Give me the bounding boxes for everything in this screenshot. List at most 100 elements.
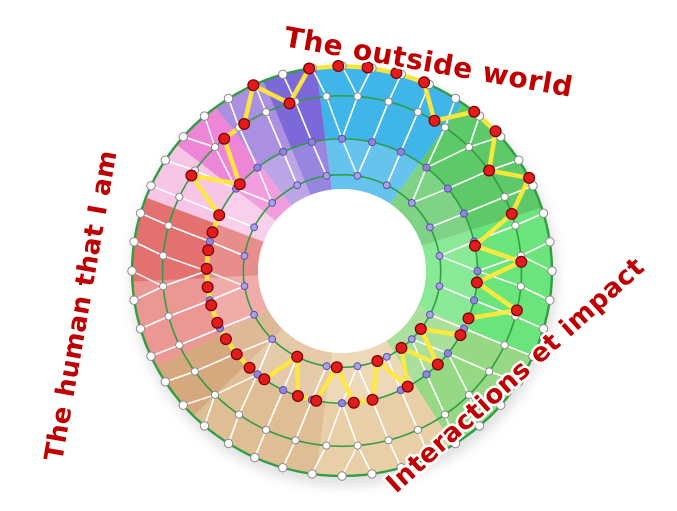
graph-node xyxy=(240,252,249,260)
graph-node xyxy=(496,400,506,410)
mesh-line xyxy=(444,414,457,444)
graph-node xyxy=(164,221,173,230)
mesh-line xyxy=(429,314,465,330)
graph-node xyxy=(190,367,199,376)
graph-node xyxy=(234,410,244,419)
highlight-node xyxy=(233,178,246,191)
graph-node xyxy=(514,377,524,387)
graph-node xyxy=(514,155,524,165)
mesh-line xyxy=(203,394,216,427)
graph-node xyxy=(413,108,422,117)
graph-node xyxy=(353,171,362,180)
mesh-line xyxy=(311,141,328,177)
mesh-line xyxy=(235,187,273,204)
graph-node xyxy=(450,93,461,104)
mesh-line xyxy=(194,352,237,373)
mesh-line xyxy=(356,365,373,401)
graph-node xyxy=(474,421,485,431)
mesh-line xyxy=(429,212,465,228)
highlight-node xyxy=(330,361,343,374)
mesh-line xyxy=(311,67,328,97)
graph-node xyxy=(135,208,146,218)
mesh-line xyxy=(282,439,297,469)
graph-node xyxy=(322,171,331,180)
highlight-node xyxy=(332,59,345,72)
highlight-node xyxy=(247,79,260,92)
graph-node xyxy=(367,469,377,479)
mesh-line xyxy=(439,240,475,257)
graph-node xyxy=(450,438,461,449)
mesh-line xyxy=(209,285,245,302)
graph-node xyxy=(159,251,168,260)
graph-node xyxy=(268,199,277,207)
donut-hole xyxy=(258,189,426,353)
graph-nodes xyxy=(127,61,557,481)
mesh-line xyxy=(504,344,534,357)
graph-node xyxy=(545,295,555,305)
mesh-line xyxy=(400,389,419,431)
graph-node xyxy=(223,438,234,449)
mesh-line xyxy=(325,96,343,140)
highlight-node xyxy=(395,341,408,354)
sector-tan-light xyxy=(316,340,454,476)
mesh-line xyxy=(387,439,402,469)
highlight-node xyxy=(206,226,219,239)
graph-node xyxy=(440,123,450,132)
graph-node xyxy=(470,296,479,305)
graph-node xyxy=(384,436,393,445)
highlight-node xyxy=(489,125,502,138)
mesh-line xyxy=(282,151,298,186)
mesh-line xyxy=(400,111,419,153)
graph-node xyxy=(262,108,271,117)
graph-node xyxy=(422,163,431,172)
graph-node xyxy=(205,237,214,246)
graph-node xyxy=(424,452,434,463)
mesh-line xyxy=(165,370,196,383)
graph-node xyxy=(210,143,220,152)
graph-node xyxy=(160,155,171,165)
highlight-node xyxy=(515,255,528,268)
graph-node xyxy=(426,310,434,319)
ring-outline xyxy=(242,173,442,369)
graph-node xyxy=(384,97,393,106)
graph-node xyxy=(250,310,259,319)
graph-node xyxy=(353,441,362,450)
mesh-line xyxy=(168,224,211,243)
graph-node xyxy=(500,192,509,201)
highlight-node xyxy=(258,373,271,386)
highlight-node xyxy=(401,380,414,393)
mesh-line xyxy=(282,356,298,391)
mesh-line xyxy=(265,389,284,431)
graph-node xyxy=(322,362,331,371)
mesh-line xyxy=(463,327,505,346)
highlight-node xyxy=(366,393,379,406)
sector-sky-blue xyxy=(316,66,463,204)
graph-node xyxy=(210,390,220,399)
graph-node xyxy=(538,208,549,218)
mesh-line xyxy=(411,187,449,204)
sector-salmon xyxy=(132,275,268,368)
mesh-line xyxy=(520,285,551,301)
mesh-line xyxy=(183,136,216,148)
mesh-line xyxy=(131,270,164,287)
mesh-line xyxy=(341,365,359,404)
highlight-node xyxy=(213,209,226,222)
graph-node xyxy=(240,282,249,291)
mesh-line xyxy=(209,240,245,257)
graph-node xyxy=(322,441,331,450)
graph-node xyxy=(250,223,259,232)
graph-node xyxy=(129,237,139,247)
highlight-node xyxy=(291,350,304,363)
graph-node xyxy=(435,252,444,260)
mesh-line xyxy=(162,254,207,272)
mesh-line xyxy=(325,402,343,446)
mesh-line xyxy=(356,445,373,475)
highlight-node xyxy=(454,329,467,342)
graph-node xyxy=(459,209,469,218)
mesh-line xyxy=(386,151,402,186)
highlight-node xyxy=(219,333,232,346)
sector-wedges xyxy=(132,66,552,476)
mesh-line xyxy=(341,402,359,446)
